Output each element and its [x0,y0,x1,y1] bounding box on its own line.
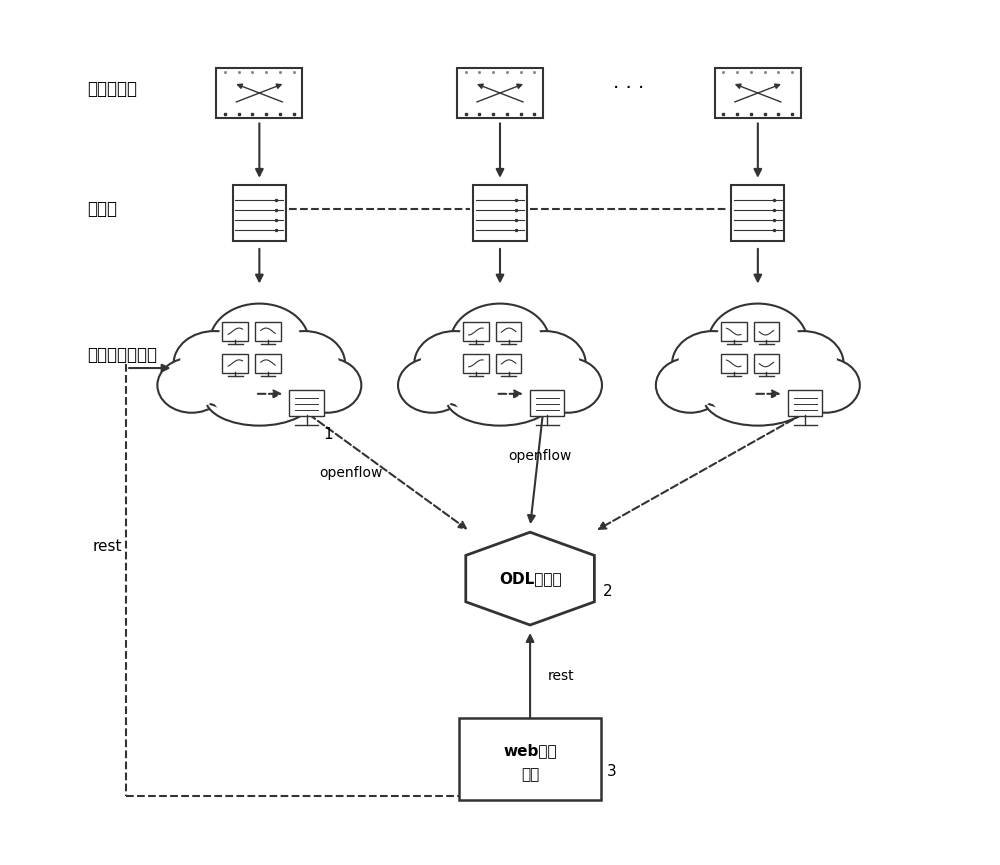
FancyBboxPatch shape [754,322,779,341]
Ellipse shape [398,358,467,413]
FancyBboxPatch shape [255,322,281,341]
FancyBboxPatch shape [473,185,527,241]
Ellipse shape [533,358,602,413]
Ellipse shape [205,370,314,426]
Text: rest: rest [547,670,574,683]
FancyBboxPatch shape [496,354,521,373]
Ellipse shape [217,310,302,375]
Ellipse shape [511,336,580,392]
Text: 2: 2 [603,584,612,599]
Ellipse shape [454,375,546,421]
Ellipse shape [157,358,226,413]
Polygon shape [457,68,543,118]
Ellipse shape [210,304,309,381]
Ellipse shape [489,342,565,403]
Polygon shape [466,532,594,625]
FancyBboxPatch shape [255,354,281,373]
Ellipse shape [450,304,550,381]
Text: 接入交换机: 接入交换机 [87,80,137,98]
FancyBboxPatch shape [463,322,489,341]
Ellipse shape [672,331,753,396]
Ellipse shape [248,342,325,403]
Ellipse shape [708,304,807,381]
Ellipse shape [762,331,844,396]
Ellipse shape [747,342,823,403]
Ellipse shape [740,336,830,408]
Ellipse shape [768,336,837,392]
Ellipse shape [241,336,332,408]
FancyBboxPatch shape [222,354,248,373]
Ellipse shape [180,336,249,392]
FancyBboxPatch shape [721,322,747,341]
Text: openflow: openflow [320,466,383,480]
Text: · · ·: · · · [613,80,645,99]
Ellipse shape [505,331,586,396]
FancyBboxPatch shape [459,718,601,800]
Ellipse shape [446,370,554,426]
Text: 云平台及虚拟机: 云平台及虚拟机 [87,346,157,364]
Ellipse shape [692,342,769,403]
Polygon shape [216,68,302,118]
Ellipse shape [712,375,804,421]
FancyBboxPatch shape [222,322,248,341]
Ellipse shape [539,362,597,408]
Ellipse shape [661,362,719,408]
FancyBboxPatch shape [496,322,521,341]
FancyBboxPatch shape [463,354,489,373]
FancyBboxPatch shape [289,390,324,416]
Ellipse shape [435,342,511,403]
Ellipse shape [213,375,305,421]
Ellipse shape [458,310,542,375]
Ellipse shape [414,331,495,396]
Ellipse shape [656,358,724,413]
Ellipse shape [704,370,812,426]
Text: 3: 3 [607,765,617,779]
Ellipse shape [264,331,345,396]
Ellipse shape [796,362,855,408]
Ellipse shape [163,362,221,408]
Text: web管理: web管理 [503,743,557,758]
Ellipse shape [270,336,339,392]
Text: 1: 1 [323,426,333,442]
FancyBboxPatch shape [530,390,564,416]
Ellipse shape [686,336,776,408]
FancyBboxPatch shape [233,185,286,241]
Text: 页面: 页面 [521,767,539,782]
Text: rest: rest [92,539,122,554]
Ellipse shape [174,331,255,396]
Ellipse shape [187,336,277,408]
Ellipse shape [716,310,800,375]
FancyBboxPatch shape [721,354,747,373]
Text: openflow: openflow [509,449,572,463]
FancyBboxPatch shape [731,185,784,241]
Ellipse shape [428,336,518,408]
Ellipse shape [293,358,361,413]
Text: ODL控制器: ODL控制器 [499,571,561,586]
Polygon shape [715,68,801,118]
Ellipse shape [403,362,461,408]
Ellipse shape [420,336,489,392]
Ellipse shape [194,342,271,403]
Ellipse shape [678,336,747,392]
FancyBboxPatch shape [754,354,779,373]
Ellipse shape [298,362,356,408]
FancyBboxPatch shape [788,390,822,416]
Ellipse shape [791,358,860,413]
Ellipse shape [482,336,572,408]
Text: 服务器: 服务器 [87,200,117,218]
